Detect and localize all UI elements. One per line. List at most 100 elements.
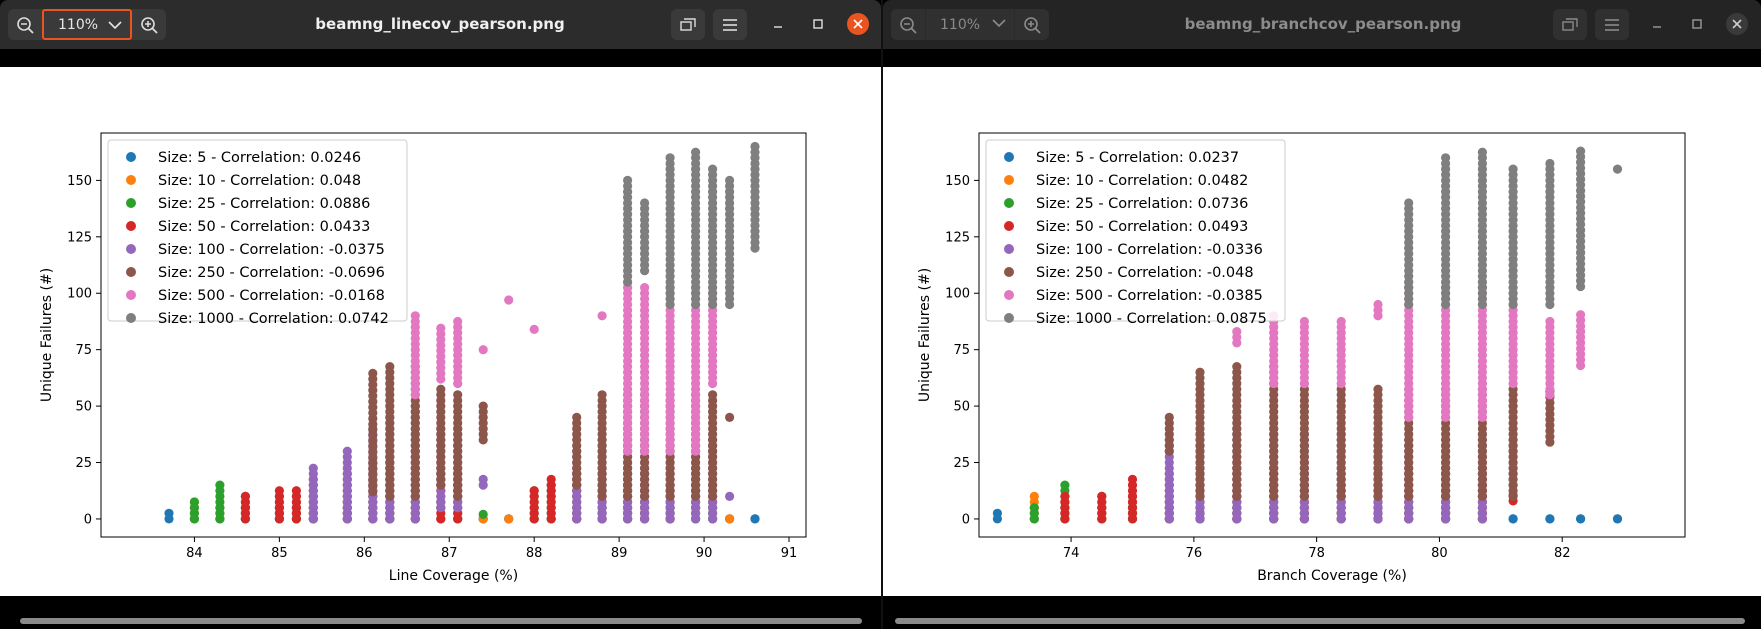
series-7 <box>1404 146 1623 310</box>
y-tick-label: 100 <box>945 287 970 302</box>
minimize-button[interactable] <box>767 13 789 35</box>
legend-marker <box>1004 152 1014 162</box>
minimize-icon <box>774 26 782 28</box>
data-point <box>1373 384 1383 394</box>
legend-entry: Size: 50 - Correlation: 0.0433 <box>158 219 370 235</box>
legend-marker <box>1004 198 1014 208</box>
legend-marker <box>1004 267 1014 277</box>
legend-entry: Size: 250 - Correlation: -0.048 <box>1036 265 1254 281</box>
image-canvas[interactable]: 84 85 86 87 88 89 90 91 0 25 50 75 100 125 150 Line Cov… <box>0 67 881 596</box>
zoom-level-input[interactable]: 110% <box>925 9 1015 40</box>
titlebar[interactable]: 110% beamng_linecov_pearson.png <box>0 0 881 49</box>
data-point <box>1508 164 1518 174</box>
zoom-in-button[interactable] <box>132 9 166 40</box>
data-point <box>1441 153 1451 163</box>
data-point <box>1164 412 1174 422</box>
chevron-down-icon <box>108 21 122 30</box>
x-tick-label: 89 <box>611 546 628 561</box>
data-point <box>597 311 607 321</box>
legend-marker <box>126 290 136 300</box>
zoom-out-icon <box>17 16 34 34</box>
y-tick-label: 125 <box>67 230 92 245</box>
data-point <box>623 175 633 185</box>
zoom-value: 110% <box>940 16 981 33</box>
zoom-control: 110% <box>891 9 1049 40</box>
data-point <box>1373 299 1383 310</box>
y-tick-label: 50 <box>953 400 970 415</box>
data-point <box>1195 367 1205 377</box>
maximize-button[interactable] <box>807 13 829 35</box>
data-point <box>725 514 735 524</box>
data-point <box>708 390 718 400</box>
legend-entry: Size: 500 - Correlation: -0.0168 <box>158 288 385 304</box>
window-divider <box>881 0 883 629</box>
menu-button[interactable] <box>713 9 747 40</box>
data-point <box>410 311 420 321</box>
data-point <box>478 474 488 484</box>
zoom-level-input[interactable]: 110% <box>42 9 132 40</box>
close-button[interactable] <box>847 13 869 35</box>
data-point <box>1545 514 1555 524</box>
legend-entry: Size: 10 - Correlation: 0.048 <box>158 173 361 189</box>
data-point <box>1232 362 1242 372</box>
data-point <box>308 463 318 473</box>
zoom-in-button[interactable] <box>1015 9 1049 40</box>
data-points <box>164 141 760 524</box>
data-point <box>1612 164 1623 174</box>
data-point <box>478 401 488 411</box>
y-axis-label: Unique Failures (#) <box>917 268 933 402</box>
minimize-button[interactable] <box>1646 13 1668 35</box>
x-tick-label: 78 <box>1308 546 1325 561</box>
plot-frame <box>978 132 1686 538</box>
x-tick-label: 86 <box>356 546 373 561</box>
gallery-icon <box>680 17 696 31</box>
legend-entry: Size: 10 - Correlation: 0.0482 <box>1036 173 1248 189</box>
zoom-control: 110% <box>8 9 166 40</box>
legend-marker <box>126 198 136 208</box>
data-point <box>1060 491 1070 501</box>
data-point <box>504 514 514 524</box>
horizontal-scrollbar[interactable] <box>895 618 1745 624</box>
data-point <box>1477 147 1487 157</box>
data-point <box>1127 474 1138 484</box>
y-tick-label: 50 <box>75 400 92 415</box>
data-point <box>1545 316 1555 327</box>
data-point <box>1097 491 1107 501</box>
zoom-value: 110% <box>58 16 99 33</box>
data-point <box>1576 310 1586 320</box>
y-tick-label: 25 <box>75 456 92 471</box>
image-canvas[interactable]: 74 76 78 80 82 0 25 50 75 100 125 150 Branch Coverag… <box>883 67 1761 596</box>
zoom-out-button[interactable] <box>891 9 925 40</box>
gallery-icon <box>1562 17 1578 31</box>
titlebar[interactable]: 110% beamng_branchcov_pearson.png <box>883 0 1761 49</box>
legend-marker <box>126 152 136 162</box>
y-tick-label: 75 <box>953 343 970 358</box>
horizontal-scrollbar[interactable] <box>20 618 862 624</box>
x-tick-label: 87 <box>441 546 458 561</box>
data-point <box>1508 514 1518 524</box>
viewer-window-left: 110% beamng_linecov_pearson.png 84 85 86 87… <box>0 0 881 624</box>
close-button[interactable] <box>1726 13 1748 35</box>
window-title: beamng_linecov_pearson.png <box>315 15 565 33</box>
zoom-in-icon <box>1024 16 1041 34</box>
y-tick-label: 0 <box>84 512 92 527</box>
gallery-button[interactable] <box>1553 9 1587 40</box>
legend-entry: Size: 25 - Correlation: 0.0886 <box>158 196 370 212</box>
data-point <box>725 412 735 422</box>
data-point <box>1612 514 1623 524</box>
gallery-button[interactable] <box>671 9 705 40</box>
maximize-button[interactable] <box>1686 13 1708 35</box>
x-tick-label: 85 <box>271 546 288 561</box>
zoom-out-button[interactable] <box>8 9 42 40</box>
data-point <box>1060 480 1070 490</box>
legend-box <box>985 139 1286 322</box>
menu-button[interactable] <box>1595 9 1629 40</box>
data-point <box>597 390 607 400</box>
series-6 <box>1232 277 1586 422</box>
legend-marker <box>126 244 136 254</box>
zoom-in-icon <box>141 16 158 34</box>
legend-entry: Size: 1000 - Correlation: 0.0742 <box>158 311 389 327</box>
data-point <box>453 316 463 327</box>
x-tick-label: 82 <box>1554 546 1571 561</box>
y-tick-label: 0 <box>962 512 970 527</box>
